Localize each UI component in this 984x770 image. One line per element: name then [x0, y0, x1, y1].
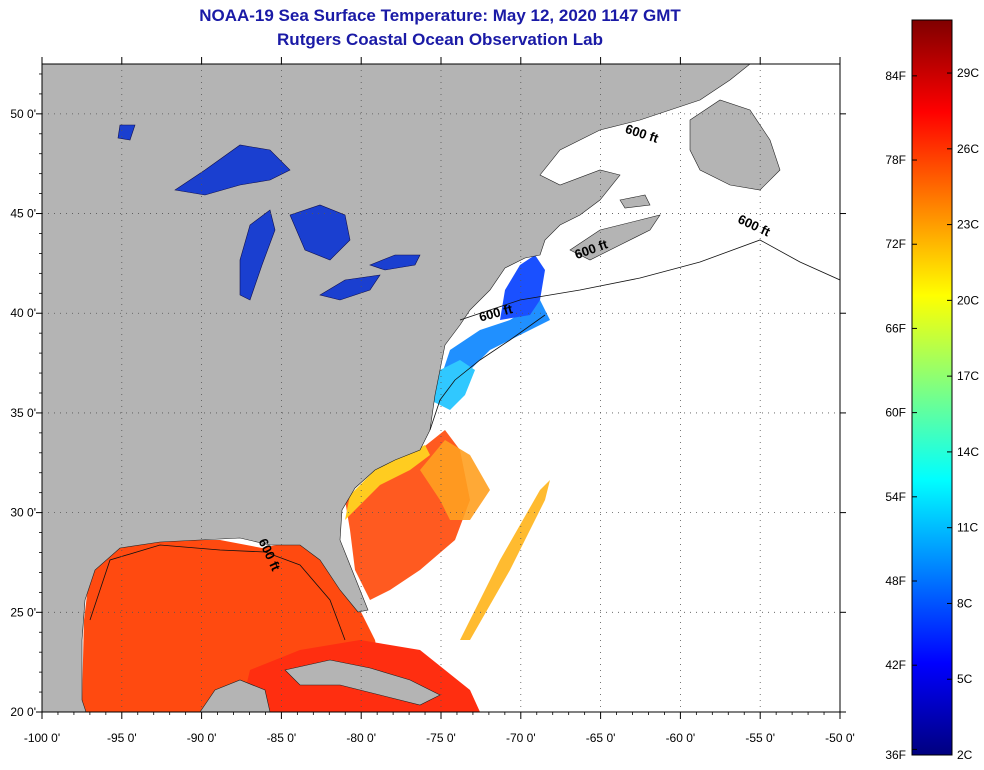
lat-tick-label: 25 0' [10, 605, 36, 619]
colorbar-label-f: 48F [885, 574, 906, 588]
lake-superior [174, 144, 291, 196]
colorbar-label-f: 42F [885, 658, 906, 672]
lon-tick-label: -70 0' [506, 731, 536, 745]
lake-winnipeg [117, 124, 136, 141]
lon-tick-label: -85 0' [267, 731, 297, 745]
colorbar-label-f: 78F [885, 153, 906, 167]
colorbar-label-f: 66F [885, 321, 906, 335]
colorbar-label-c: 11C [957, 521, 978, 535]
lat-tick-label: 45 0' [10, 207, 36, 221]
axis-ticks: -100 0' -95 0' -90 0' -85 0' -80 0' -75 0' -70… [10, 57, 855, 745]
colorbar-label-c: 26C [957, 142, 979, 156]
colorbar-label-f: 72F [885, 237, 906, 251]
lon-tick-label: -60 0' [666, 731, 696, 745]
map-frame [41, 63, 841, 713]
lake-erie [319, 274, 381, 301]
colorbar-label-f: 54F [885, 490, 906, 504]
lat-tick-label: 35 0' [10, 406, 36, 420]
colorbar-label-f: 60F [885, 406, 906, 420]
colorbar-labels: 2C 5C 8C 11C 14C 17C 20C 23C 26C 29C 36F 42F 48F 54F 6… [885, 66, 979, 762]
lat-tick-label: 50 0' [10, 107, 36, 121]
lon-tick-label: -80 0' [346, 731, 376, 745]
isobath-north [459, 239, 840, 321]
lon-tick-label: -75 0' [426, 731, 456, 745]
lon-tick-label: -90 0' [187, 731, 217, 745]
lat-lon-grid [42, 64, 840, 712]
lake-ontario [369, 254, 421, 271]
colorbar-label-c: 2C [957, 748, 973, 762]
isobath-gulf [89, 544, 346, 641]
colorbar-label-c: 5C [957, 672, 973, 686]
land-newfoundland [689, 99, 781, 191]
colorbar-label-c: 14C [957, 445, 979, 459]
map-title: NOAA-19 Sea Surface Temperature: May 12,… [199, 6, 681, 25]
lon-tick-label: -95 0' [107, 731, 137, 745]
sst-filament [460, 480, 550, 640]
colorbar-label-c: 20C [957, 293, 979, 307]
sst-shelf-carolina [345, 445, 430, 520]
lon-tick-label: -100 0' [24, 731, 60, 745]
lat-tick-label: 20 0' [10, 705, 36, 719]
isobath-east-coast [429, 314, 546, 431]
land-nova-scotia [569, 214, 661, 261]
colorbar-label-c: 29C [957, 66, 979, 80]
land-yucatan [199, 679, 271, 712]
map-subtitle: Rutgers Coastal Ocean Observation Lab [277, 30, 603, 49]
colorbar-label-f: 36F [885, 748, 906, 762]
sst-gulf-stream-outer [420, 440, 490, 520]
sst-gulf-of-maine [500, 255, 545, 320]
lake-michigan [239, 209, 276, 301]
lon-tick-label: -65 0' [586, 731, 616, 745]
colorbar-label-c: 17C [957, 369, 979, 383]
lake-huron [289, 204, 351, 261]
land-cuba [284, 659, 441, 706]
lon-tick-label: -50 0' [825, 731, 855, 745]
lon-tick-label: -55 0' [745, 731, 775, 745]
colorbar-label-f: 84F [885, 69, 906, 83]
lat-tick-label: 30 0' [10, 506, 36, 520]
lat-tick-label: 40 0' [10, 306, 36, 320]
colorbar-label-c: 23C [957, 218, 979, 232]
land-pei [619, 194, 651, 209]
colorbar-label-c: 8C [957, 596, 973, 610]
colorbar [911, 19, 953, 756]
